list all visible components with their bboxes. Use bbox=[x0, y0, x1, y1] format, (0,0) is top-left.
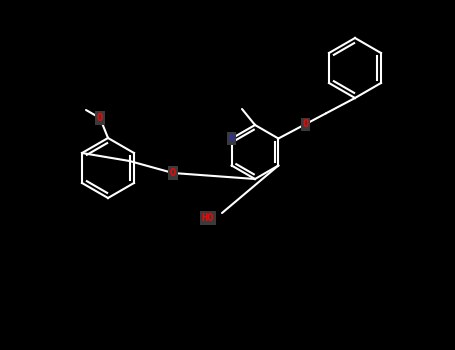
Text: HO: HO bbox=[202, 213, 214, 223]
Text: O: O bbox=[97, 113, 103, 123]
Text: O: O bbox=[302, 119, 308, 129]
Text: O: O bbox=[170, 168, 176, 178]
Text: N: N bbox=[228, 133, 235, 143]
